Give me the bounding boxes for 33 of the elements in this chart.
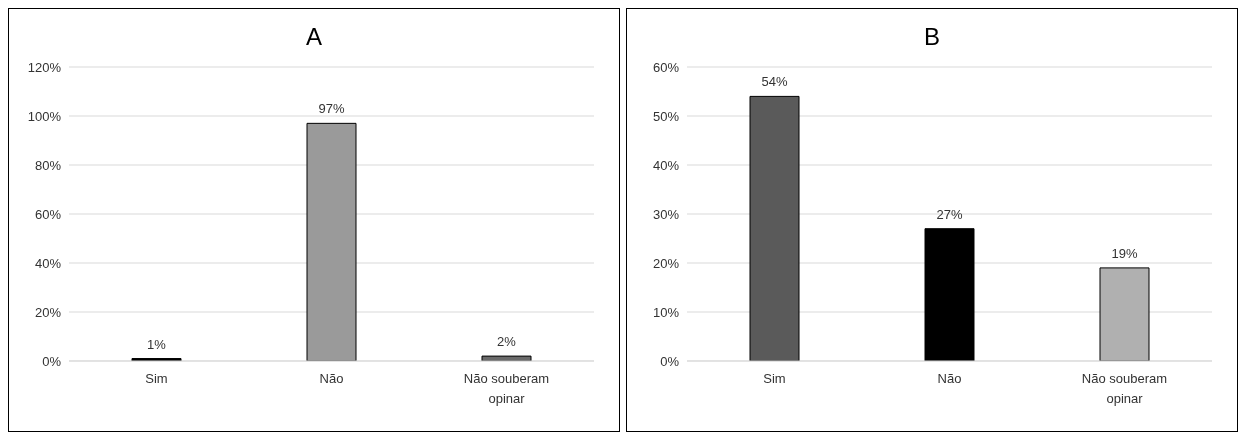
chart-title: B: [923, 23, 941, 52]
y-tick-label: 20%: [652, 255, 680, 271]
data-label: 54%: [761, 74, 788, 90]
y-tick-label: 40%: [652, 157, 680, 173]
x-tick-label: Não: [319, 371, 344, 386]
x-tick-label: Sim: [763, 371, 786, 386]
x-tick-label: Não souberam opinar: [1081, 371, 1168, 406]
bar: [749, 95, 800, 361]
bar: [924, 228, 975, 361]
data-label: 19%: [1111, 245, 1138, 261]
bar: [1099, 267, 1150, 361]
data-label: 2%: [497, 334, 517, 350]
data-label: 97%: [318, 101, 345, 117]
y-tick-label: 30%: [652, 206, 680, 222]
x-tick-label: Sim: [145, 371, 168, 386]
x-tick-label: Não: [937, 371, 962, 386]
y-tick-label: 60%: [34, 206, 62, 222]
x-tick-label: Não souberam opinar: [463, 371, 550, 406]
y-tick-label: 10%: [652, 304, 680, 320]
y-tick-label: 120%: [27, 59, 62, 75]
y-tick-label: 0%: [42, 353, 62, 369]
y-tick-label: 0%: [660, 353, 680, 369]
y-tick-label: 80%: [34, 157, 62, 173]
bar: [481, 355, 532, 361]
y-tick-label: 20%: [34, 304, 62, 320]
chart-title: A: [305, 23, 323, 52]
y-tick-label: 50%: [652, 108, 680, 124]
data-label: 1%: [147, 336, 167, 352]
y-tick-label: 40%: [34, 255, 62, 271]
y-tick-label: 60%: [652, 59, 680, 75]
data-label: 27%: [936, 206, 963, 222]
bar: [306, 122, 357, 361]
y-tick-label: 100%: [27, 108, 62, 124]
